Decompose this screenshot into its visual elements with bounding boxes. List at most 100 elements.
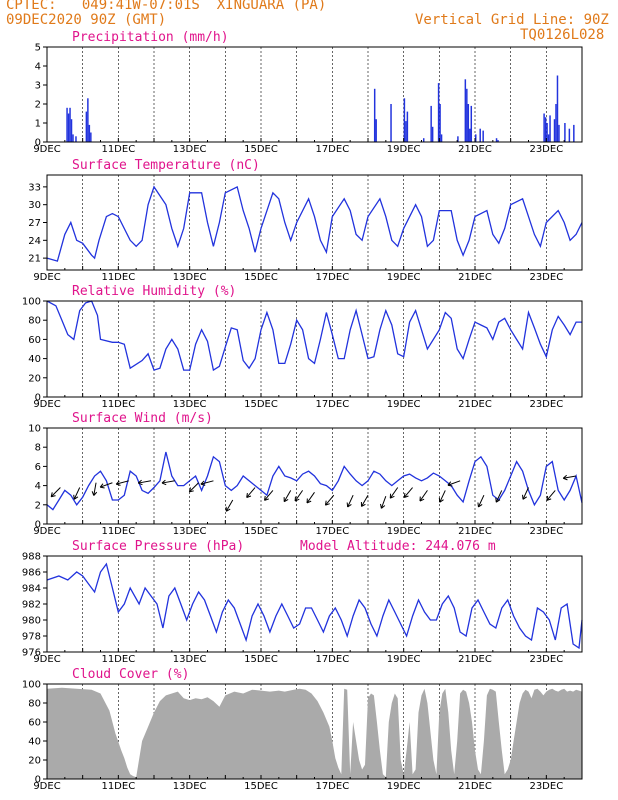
precip-bar [547,134,550,142]
wind-arrow-shaft [225,499,234,512]
x-tick-label: 9DEC [33,654,60,665]
x-tick-label: 21DEC [458,781,492,792]
wind-arrow-head [447,484,453,487]
y-tick-label: 4 [35,481,41,492]
x-tick-label: 23DEC [529,526,563,537]
precip-bar [430,105,432,142]
y-tick-label: 20 [28,373,41,384]
x-tick-label: 19DEC [387,144,421,155]
precip-bar [482,130,484,142]
wind-arrow-head [246,495,252,498]
wind-arrow-head [546,495,549,501]
precip-bar [573,124,575,142]
wind-arrow [50,487,61,498]
wind-arrow-head [347,504,352,508]
panel-5: 0 20 40 60 80 100 9DEC 11DEC 13DEC 15DEC 17DEC 19DE… [22,667,583,792]
series-line [46,185,583,262]
wind-arrow-head [306,500,312,504]
x-tick-label: 19DEC [387,654,421,665]
wind-arrow-shaft [361,494,369,507]
precip-bar [72,134,74,142]
panel-title: Cloud Cover (%) [72,667,189,682]
y-tick-label: 0 [35,775,41,786]
wind-arrow-head [380,503,382,509]
wind-arrow-shaft [447,480,461,486]
wind-arrow-head [403,492,406,498]
wind-arrow [346,494,354,508]
x-tick-label: 15DEC [244,144,278,155]
wind-arrow [306,492,315,504]
wind-arrow-head [562,474,567,479]
wind-arrow-shaft [306,492,315,504]
panel-0: 0 1 2 3 4 5 9DEC 11DEC 13DEC 15DEC 17DEC 19DEC 21DEC… [33,30,583,155]
wind-arrow-shaft [93,482,97,496]
y-tick-label: 0 [35,138,41,149]
wind-arrow-head [419,498,425,502]
x-tick-label: 23DEC [529,399,563,410]
x-tick-label: 23DEC [529,144,563,155]
wind-arrow-head [51,495,56,498]
wind-arrow-head [439,499,444,503]
wind-arrow-shaft [563,475,577,479]
precip-bar [87,98,89,142]
panel-subtitle: Model Altitude: 244.076 m [300,539,496,554]
wind-arrow-shaft [477,494,485,508]
wind-arrow [188,482,199,493]
wind-arrow [264,490,274,501]
header-grid-note: Vertical Grid Line: 90Z [415,12,609,28]
x-tick-label: 17DEC [315,399,349,410]
header-station: CPTEC: 049:41W-07:01S XINGUARA (PA) [6,0,327,13]
wind-arrow-head [73,496,79,500]
wind-arrow [73,487,81,500]
panel-4: 976 978 980 982 984 986 988 9DEC 11DEC 13DEC 15DEC… [22,539,583,665]
wind-arrow-shaft [200,480,214,485]
x-tick-label: 13DEC [173,272,207,283]
header-code: TQ0126L028 [520,27,605,43]
precip-bar [390,104,392,142]
wind-arrow [324,494,335,506]
precip-bar [431,126,434,142]
wind-arrow-shaft [138,480,152,484]
y-tick-label: 5 [35,43,41,54]
wind-arrow [380,495,387,509]
wind-arrow-head [522,496,528,500]
wind-arrow [522,487,529,500]
precip-bar [549,115,551,142]
y-tick-label: 24 [28,236,41,247]
wind-arrow [546,490,556,501]
wind-arrow-head [390,495,395,499]
precip-bar [497,140,499,142]
y-tick-label: 40 [28,737,41,748]
wind-arrow-head [91,491,95,496]
wind-arrow [403,487,413,498]
precip-bar [464,79,467,142]
wind-arrow-head [404,495,409,498]
panel-frame [46,46,583,143]
panel-title: Precipitation (mm/h) [72,30,229,45]
wind-arrow-head [50,492,53,497]
precip-bar [440,134,443,142]
panel-2: 0 20 40 60 80 100 9DEC 11DEC 13DEC 15DEC 17DEC 19DE… [22,284,583,410]
panel-title: Surface Pressure (hPa) [72,539,244,554]
wind-arrow [283,490,292,503]
x-tick-label: 19DEC [387,272,421,283]
cloud-cover-area [47,687,582,779]
wind-arrow-shaft [439,490,446,503]
precip-bar [457,136,459,142]
precip-bar [85,111,88,142]
wind-arrow-head [189,490,194,493]
panel-title: Relative Humidity (%) [72,284,236,299]
x-tick-label: 17DEC [315,781,349,792]
x-tick-label: 9DEC [33,272,60,283]
wind-arrow-head [99,483,104,488]
x-tick-label: 13DEC [173,781,207,792]
wind-arrow [246,487,256,498]
precip-bar [439,104,441,142]
precip-bar [373,88,376,142]
wind-arrow [389,487,399,499]
wind-arrow-head [495,499,501,503]
y-tick-label: 2 [35,500,41,511]
y-tick-label: 3 [35,81,41,92]
wind-arrow-shaft [73,487,81,500]
x-tick-label: 11DEC [101,399,135,410]
